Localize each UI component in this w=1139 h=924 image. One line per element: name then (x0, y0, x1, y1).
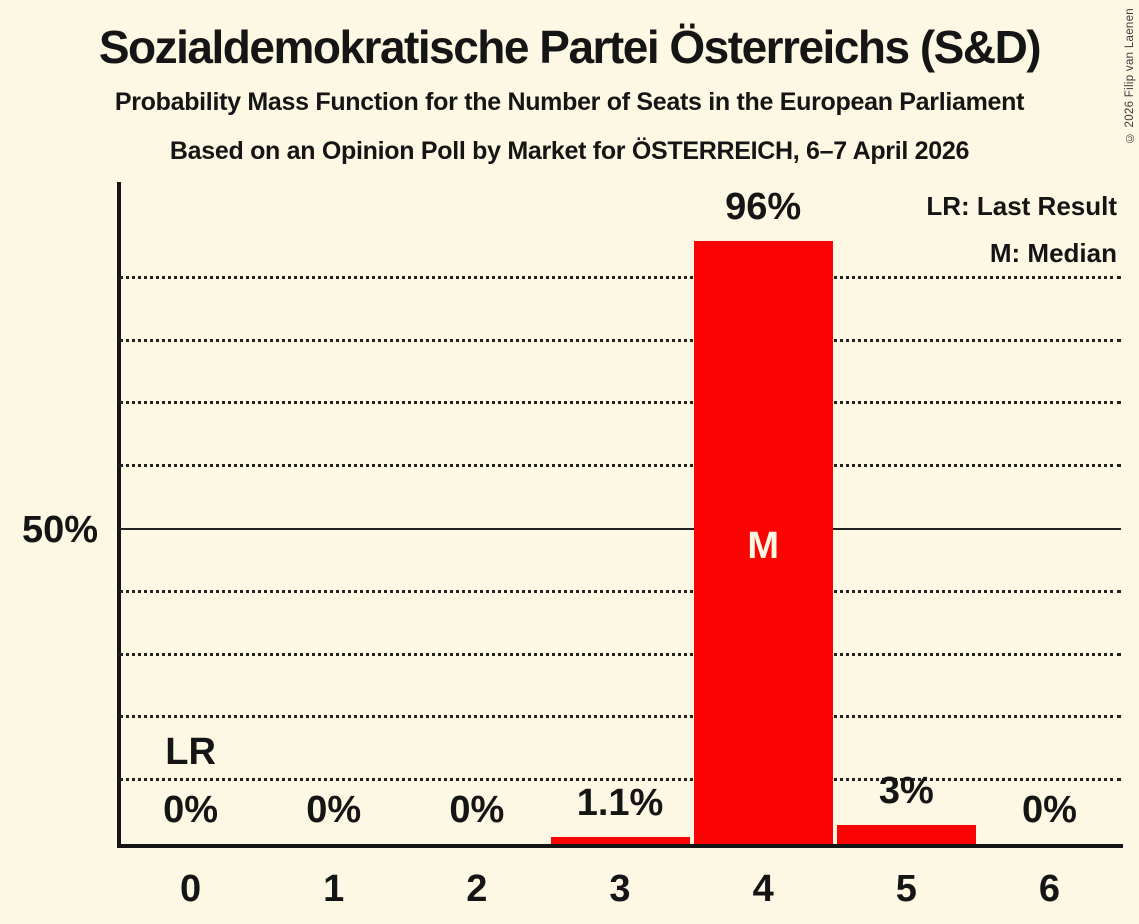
chart-title: Sozialdemokratische Partei Österreichs (… (98, 21, 1042, 73)
x-tick-label-0: 0 (180, 868, 202, 910)
x-axis-line (117, 844, 1123, 848)
gridline-20pct (119, 715, 1121, 719)
gridline-50pct-solid (119, 528, 1121, 530)
y-axis-line (117, 182, 121, 848)
chart-subtitle: Probability Mass Function for the Number… (114, 88, 1025, 116)
bar-value-label-2: 0% (449, 789, 505, 831)
legend-median: M: Median (989, 238, 1117, 268)
gridline-90pct (119, 275, 1121, 279)
chart-source-line: Based on an Opinion Poll by Market for Ö… (169, 137, 970, 165)
bar-value-label-3: 1.1% (576, 782, 664, 825)
x-tick-label-5: 5 (895, 868, 917, 910)
plot-area: 0% 0% 0% 1.1% 96% 3% 0% LR M (117, 182, 1123, 848)
x-tick-label-1: 1 (323, 868, 345, 910)
gridline-30pct (119, 652, 1121, 656)
gridline-60pct (119, 464, 1121, 468)
bar-seats-3 (550, 837, 690, 844)
x-tick-label-6: 6 (1038, 868, 1060, 910)
gridline-10pct (119, 778, 1121, 782)
bar-value-label-1: 0% (306, 789, 362, 831)
x-axis-tick-labels: 0 1 2 3 4 5 6 (119, 870, 1121, 912)
bar-value-label-6: 0% (1021, 789, 1077, 831)
bar-seats-5 (836, 825, 976, 844)
x-tick-label-2: 2 (466, 868, 488, 910)
bar-seats-4 (693, 241, 833, 844)
legend: LR: Last Result M: Median (926, 183, 1117, 277)
y-axis-50pct-label: 50% (21, 509, 98, 551)
bar-value-label-0: 0% (163, 789, 219, 831)
x-tick-label-4: 4 (752, 868, 774, 910)
gridline-80pct (119, 338, 1121, 342)
x-tick-label-3: 3 (609, 868, 631, 910)
legend-last-result: LR: Last Result (926, 191, 1117, 221)
gridline-40pct (119, 589, 1121, 593)
median-marker: M (747, 525, 779, 567)
gridline-70pct (119, 401, 1121, 405)
last-result-marker: LR (165, 731, 216, 773)
bar-value-label-4: 96% (725, 186, 802, 229)
bar-value-label-5: 3% (878, 770, 934, 813)
